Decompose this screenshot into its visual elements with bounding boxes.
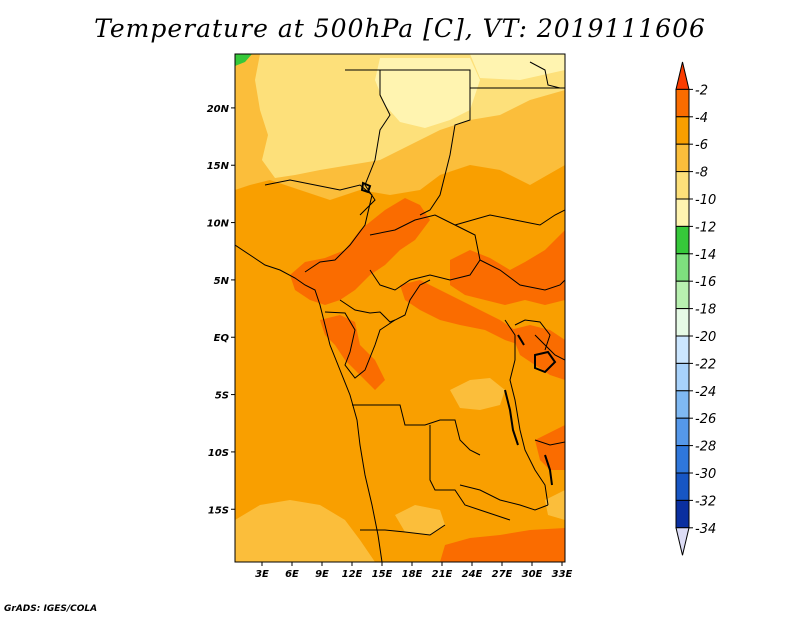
x-tick-label: 15E — [372, 569, 393, 580]
x-axis: 3E 6E 9E 12E 15E 18E 21E 24E 27E 30E 33E — [255, 562, 573, 580]
x-tick-label: 21E — [432, 569, 453, 580]
field-light-southeast — [545, 490, 565, 520]
y-tick-label: 20N — [207, 104, 230, 115]
colorbar-label: -20 — [695, 330, 716, 345]
x-tick-label: 33E — [552, 569, 573, 580]
temperature-field — [235, 54, 565, 562]
colorbar-swatch — [675, 225, 690, 255]
border-car — [369, 214, 481, 291]
border-chad-sudan — [380, 69, 471, 216]
lake-tanganyika — [504, 389, 519, 446]
y-axis: 20N 15N 10N 5N EQ 5S 10S 15S — [207, 104, 235, 516]
colorbar-label: -2 — [695, 83, 708, 98]
border-south-sudan-south — [479, 259, 565, 291]
x-tick-label: 18E — [402, 569, 423, 580]
field-warm-coast — [320, 315, 385, 390]
border-cameroon — [339, 299, 396, 323]
border-drc-east — [504, 319, 549, 506]
colorbar-swatch — [675, 417, 690, 447]
colorbar-swatch — [675, 171, 690, 200]
border-nigeria — [264, 179, 373, 273]
colorbar-swatch — [675, 472, 690, 501]
colorbar-swatch — [675, 88, 690, 118]
field-green-corner — [235, 54, 252, 66]
colorbar-swatch — [675, 253, 690, 282]
border-zambia — [459, 484, 549, 511]
colorbar-label: -18 — [695, 303, 716, 318]
field-light-midsouth — [450, 378, 505, 410]
colorbar-top-arrow — [675, 61, 690, 90]
field-palest-north — [375, 58, 480, 128]
border-north-east-coast — [529, 61, 561, 89]
colorbar-swatch — [675, 390, 690, 419]
field-warm-south — [440, 528, 565, 562]
colorbar-swatch — [675, 335, 690, 364]
colorbar-label: -14 — [695, 248, 716, 263]
colorbar-label: -16 — [695, 275, 716, 290]
border-uganda — [514, 319, 551, 351]
lake-victoria — [534, 350, 557, 374]
colorbar-swatch — [675, 116, 690, 145]
y-tick-label: 15S — [208, 505, 229, 516]
colorbar: -2 -4 -6 -8 -10 -12 -14 -16 -18 -20 -22 -24 -26 -28 -3… — [675, 61, 716, 556]
x-tick-label: 3E — [255, 569, 269, 580]
border-angola-north — [352, 404, 481, 456]
colorbar-label: -24 — [695, 385, 716, 400]
colorbar-label: -32 — [695, 494, 716, 509]
colorbar-label: -12 — [695, 220, 716, 235]
y-tick-label: EQ — [214, 333, 230, 344]
border-angola-south — [360, 524, 446, 536]
border-gabon-congo — [324, 279, 431, 379]
field-light-southwest — [235, 500, 375, 562]
y-tick-label: 5S — [215, 391, 229, 402]
lakes — [360, 181, 557, 486]
y-tick-label: 15N — [207, 161, 230, 172]
x-tick-label: 24E — [462, 569, 483, 580]
x-tick-label: 9E — [315, 569, 329, 580]
colorbar-label: -28 — [695, 440, 716, 455]
colorbar-swatch — [675, 499, 690, 529]
field-light-south2 — [395, 505, 445, 535]
border-kenya-tanzania — [534, 334, 565, 361]
field-warm-east — [450, 230, 565, 305]
lake-chad — [360, 181, 372, 194]
lake-albert — [517, 334, 525, 346]
colorbar-swatch — [675, 143, 690, 173]
field-warm-se — [535, 425, 565, 470]
colorbar-swatch — [675, 362, 690, 392]
colorbar-label: -22 — [695, 357, 716, 372]
colorbar-label: -30 — [695, 467, 716, 482]
chart-title: Temperature at 500hPa [C], VT: 201911160… — [94, 14, 706, 43]
colorbar-bottom-arrow — [675, 527, 690, 556]
colorbar-label: -4 — [695, 111, 708, 126]
y-tick-label: 10S — [208, 448, 229, 459]
x-tick-label: 30E — [522, 569, 543, 580]
y-tick-label: 5N — [214, 276, 230, 287]
lake-malawi — [544, 454, 553, 486]
border-south-sudan — [454, 209, 565, 226]
colorbar-label: -8 — [695, 166, 708, 181]
field-warm-central — [290, 198, 430, 305]
colorbar-swatch — [675, 280, 690, 310]
colorbar-swatch — [675, 445, 690, 474]
border-tanzania-mozambique — [534, 439, 565, 446]
colorbar-swatch — [675, 308, 690, 337]
country-borders — [235, 61, 565, 562]
plot-frame — [234, 53, 566, 563]
coastline-west-africa — [235, 244, 383, 562]
x-tick-label: 6E — [285, 569, 299, 580]
x-tick-label: 27E — [492, 569, 513, 580]
y-tick-label: 10N — [207, 219, 230, 230]
field-warm-ring — [400, 280, 520, 345]
x-tick-label: 12E — [342, 569, 363, 580]
colorbar-label: -6 — [695, 138, 708, 153]
colorbar-label: -26 — [695, 412, 716, 427]
colorbar-label: -34 — [695, 522, 716, 537]
colorbar-label: -10 — [695, 193, 716, 208]
colorbar-swatch — [675, 198, 690, 227]
footer-credit: GrADS: IGES/COLA — [4, 604, 98, 614]
border-angola-east — [429, 425, 511, 521]
field-palest-northeast — [470, 54, 565, 80]
